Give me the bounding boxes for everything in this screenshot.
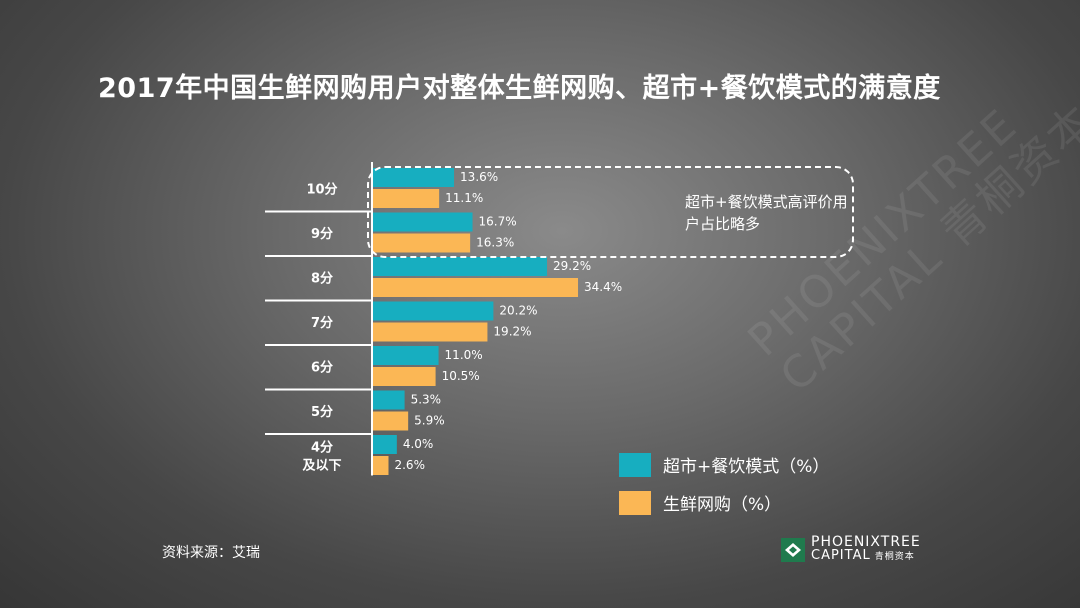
bar-series1	[373, 435, 397, 454]
value-label: 19.2%	[493, 325, 531, 339]
value-label: 16.3%	[476, 236, 514, 250]
chart-title: 2017年中国生鲜网购用户对整体生鲜网购、超市+餐饮模式的满意度	[98, 73, 941, 104]
category-label: 6分	[311, 359, 333, 375]
bar-series2	[373, 233, 471, 253]
bar-series1	[373, 212, 473, 232]
value-label: 5.3%	[411, 393, 442, 407]
value-label: 5.9%	[414, 414, 445, 428]
legend-label-series2: 生鲜网购（%）	[663, 495, 782, 515]
category-label: 8分	[311, 270, 333, 286]
value-label: 11.1%	[445, 191, 483, 205]
legend-item-series2: 生鲜网购（%）	[619, 490, 781, 515]
value-label: 4.0%	[403, 437, 434, 451]
category-label: 10分	[306, 181, 337, 197]
logo-text: PHOENIXTREE CAPITAL 青桐资本	[811, 535, 921, 564]
category-label: 5分	[311, 404, 333, 420]
bar-series1	[373, 346, 439, 365]
logo-line1: PHOENIXTREE	[811, 534, 921, 550]
callout-box	[367, 166, 854, 258]
category-label: 7分	[311, 315, 333, 331]
logo-line2: CAPITAL 青桐资本	[811, 549, 921, 564]
value-label: 13.6%	[460, 170, 498, 184]
legend-swatch-series2	[619, 490, 651, 515]
value-label: 29.2%	[553, 259, 591, 273]
source-note: 资料来源：艾瑞	[162, 545, 260, 561]
category-label: 9分	[311, 226, 333, 242]
category-label: 及以下	[302, 458, 341, 473]
value-label: 2.6%	[394, 458, 425, 472]
bar-series2	[373, 189, 440, 208]
bar-series1	[373, 390, 405, 410]
value-label: 20.2%	[499, 304, 537, 318]
value-label: 10.5%	[442, 369, 480, 383]
bar-series1	[373, 168, 455, 187]
bar-series1	[373, 257, 548, 276]
category-label: 4分	[311, 439, 333, 455]
logo-line2-cn: 青桐资本	[874, 552, 915, 562]
legend-label-series1: 超市+餐饮模式（%）	[663, 457, 830, 477]
bar-series1	[373, 301, 494, 321]
company-logo: PHOENIXTREE CAPITAL 青桐资本	[781, 535, 921, 564]
bar-series2	[373, 411, 409, 431]
logo-line2-en: CAPITAL	[811, 548, 871, 563]
value-label: 11.0%	[445, 348, 483, 362]
phoenixtree-logo-icon	[781, 537, 805, 562]
bar-series2	[373, 367, 436, 386]
bar-series2	[373, 456, 389, 475]
legend-swatch-series1	[619, 452, 651, 477]
legend-item-series1: 超市+餐饮模式（%）	[619, 452, 829, 477]
callout-text: 超市+餐饮模式高评价用户占比略多	[685, 193, 848, 233]
value-label: 16.7%	[479, 215, 517, 229]
value-label: 34.4%	[584, 280, 622, 294]
bar-series2	[373, 278, 579, 297]
bar-series2	[373, 322, 488, 342]
